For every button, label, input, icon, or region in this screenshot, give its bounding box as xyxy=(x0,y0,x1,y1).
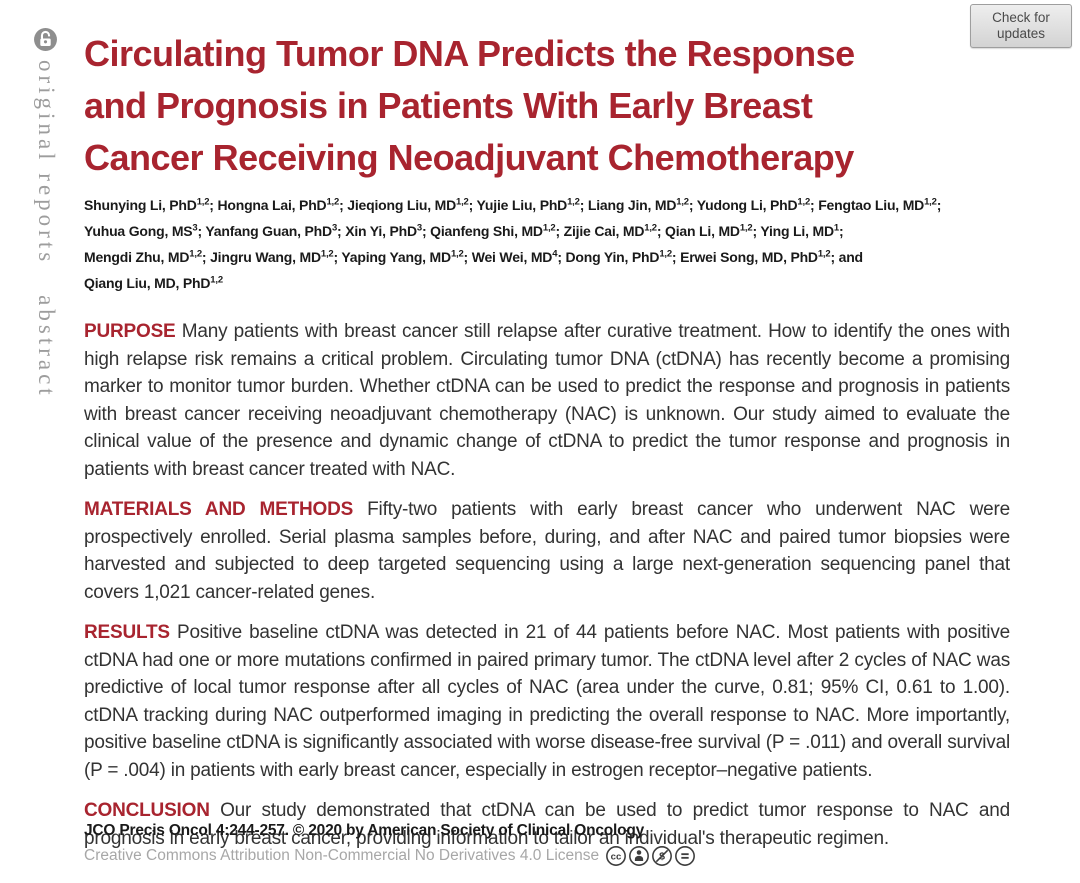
author: Jieqiong Liu, MD1,2 xyxy=(347,196,469,213)
article-title: Circulating Tumor DNA Predicts the Respo… xyxy=(84,28,1010,184)
author-list: Shunying Li, PhD1,2; Hongna Lai, PhD1,2;… xyxy=(84,196,942,291)
author: Qiang Liu, MD, PhD1,2 xyxy=(84,274,223,291)
author: Jingru Wang, MD1,2 xyxy=(210,248,334,265)
author: Yudong Li, PhD1,2 xyxy=(696,196,811,213)
abstract-section-results: RESULTS Positive baseline ctDNA was dete… xyxy=(84,619,1010,784)
cc-nd-equals-icon xyxy=(675,846,696,866)
author: Yuhua Gong, MS3 xyxy=(84,222,198,239)
author: Yanfang Guan, PhD3 xyxy=(205,222,338,239)
license-text: Creative Commons Attribution Non-Commerc… xyxy=(84,847,600,864)
section-text-conclusion: Our study demonstrated that ctDNA can be… xyxy=(84,800,1010,849)
author: Ying Li, MD1 xyxy=(760,222,839,239)
author: Liang Jin, MD1,2 xyxy=(587,196,689,213)
open-access-lock-icon xyxy=(33,27,58,52)
cc-icon: cc xyxy=(606,846,627,866)
author: Mengdi Zhu, MD1,2 xyxy=(84,248,202,265)
section-label-results: RESULTS xyxy=(84,622,170,643)
author: Xin Yi, PhD3 xyxy=(345,222,422,239)
author: Hongna Lai, PhD1,2 xyxy=(217,196,340,213)
article-title-line-1: Circulating Tumor DNA Predicts the Respo… xyxy=(84,33,855,74)
author: Shunying Li, PhD1,2 xyxy=(84,196,210,213)
sidebar-section-label: original reports xyxy=(34,60,59,266)
abstract: PURPOSE Many patients with breast cancer… xyxy=(84,318,1010,865)
license-line: Creative Commons Attribution Non-Commerc… xyxy=(84,845,1010,867)
article-title-line-2: and Prognosis in Patients With Early Bre… xyxy=(84,85,813,126)
section-text-methods: Fifty-two patients with early breast can… xyxy=(84,499,1010,603)
abstract-section-methods: MATERIALS AND METHODS Fifty-two patients… xyxy=(84,496,1010,606)
author: Yujie Liu, PhD1,2 xyxy=(476,196,580,213)
section-text-results: Positive baseline ctDNA was detected in … xyxy=(84,622,1010,781)
section-label-conclusion: CONCLUSION xyxy=(84,800,210,821)
cc-nc-no-dollar-icon: $ xyxy=(652,846,673,866)
cc-license-icons: cc $ xyxy=(605,845,696,867)
abstract-section-purpose: PURPOSE Many patients with breast cancer… xyxy=(84,318,1010,483)
sidebar-page-label: abstract xyxy=(34,295,59,399)
abstract-section-conclusion: CONCLUSION Our study demonstrated that c… xyxy=(84,797,1010,852)
svg-text:cc: cc xyxy=(611,852,622,863)
cc-by-person-icon xyxy=(629,846,650,866)
journal-citation: JCO Precis Oncol 4:244-257. © 2020 by Am… xyxy=(84,822,645,839)
author: Zijie Cai, MD1,2 xyxy=(563,222,657,239)
sidebar-vertical-label: original reports abstract xyxy=(33,60,59,399)
author: Yaping Yang, MD1,2 xyxy=(341,248,464,265)
article-title-line-3: Cancer Receiving Neoadjuvant Chemotherap… xyxy=(84,137,854,178)
author: Qianfeng Shi, MD1,2 xyxy=(430,222,556,239)
author: Erwei Song, MD, PhD1,2 xyxy=(680,248,831,265)
author: Qian Li, MD1,2 xyxy=(665,222,753,239)
section-text-purpose: Many patients with breast cancer still r… xyxy=(84,321,1010,480)
author: Fengtao Liu, MD1,2 xyxy=(818,196,937,213)
left-sidebar: original reports abstract xyxy=(0,0,80,883)
author: Wei Wei, MD4 xyxy=(471,248,558,265)
author: Dong Yin, PhD1,2 xyxy=(565,248,672,265)
check-for-updates-button[interactable]: Check for updates xyxy=(970,4,1072,48)
section-label-purpose: PURPOSE xyxy=(84,321,176,342)
section-label-methods: MATERIALS AND METHODS xyxy=(84,499,354,520)
